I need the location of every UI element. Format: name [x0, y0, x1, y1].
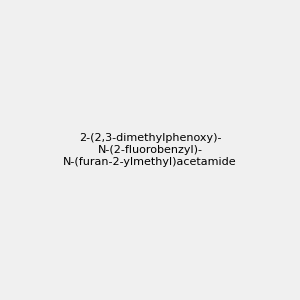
Text: 2-(2,3-dimethylphenoxy)-
N-(2-fluorobenzyl)-
N-(furan-2-ylmethyl)acetamide: 2-(2,3-dimethylphenoxy)- N-(2-fluorobenz… — [63, 134, 237, 166]
